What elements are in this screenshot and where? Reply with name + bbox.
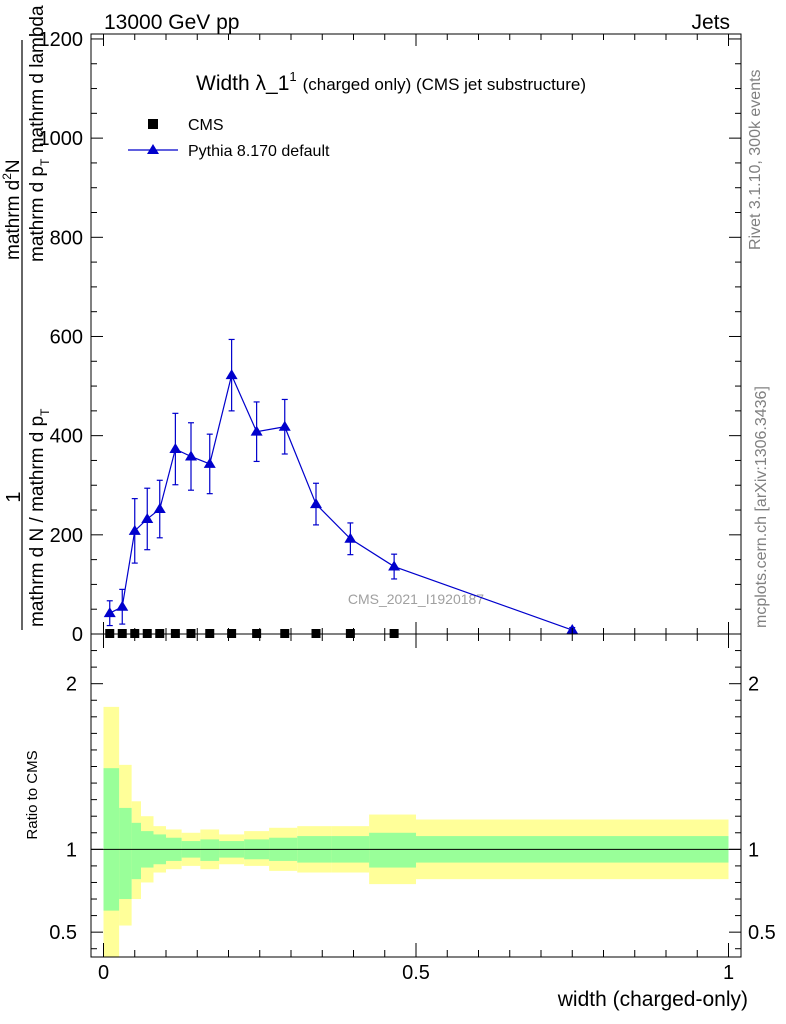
chart-subtitle: (charged only) (CMS jet substructure) <box>303 75 586 94</box>
pythia-line <box>109 373 573 631</box>
ylabel-denominator: mathrm d pT mathrm d lambda <box>27 5 52 262</box>
pythia-data-point <box>141 512 154 523</box>
legend-cms-label: CMS <box>188 117 224 134</box>
pythia-data-point <box>344 532 357 543</box>
ylabel-prefix: 1 <box>3 491 25 502</box>
pythia-data-point <box>203 457 216 468</box>
ratio-ytick-label: 0.5 <box>49 922 77 944</box>
ratio-frame <box>90 633 742 958</box>
ratio-inner-band <box>119 807 132 900</box>
pythia-data-point <box>153 503 166 514</box>
main-ytick-label: 600 <box>50 326 83 348</box>
rivet-label: Rivet 3.1.10, 300k events <box>747 69 764 250</box>
chart-title: Width λ_11 (charged only) (CMS jet substr… <box>196 69 586 95</box>
chart-title-main: Width λ_1 <box>196 72 289 95</box>
ylabel-norm-a: mathrm d N / mathrm d p <box>27 416 48 627</box>
x-axis-label: width (charged-only) <box>557 988 748 1011</box>
ylabel-denominator-sub: T <box>38 158 52 166</box>
pythia-data-point <box>185 450 197 461</box>
legend-pythia-marker <box>147 144 159 154</box>
ratio-inner-band <box>103 768 120 911</box>
main-panel: CMS_2021_I1920187 020040060080010001200 … <box>0 5 742 646</box>
main-ytick-label: 1000 <box>39 128 84 150</box>
legend: CMS Pythia 8.170 default <box>128 117 330 160</box>
main-ytick-label: 800 <box>50 227 83 249</box>
process-label: Jets <box>691 11 730 34</box>
watermark-label: CMS_2021_I1920187 <box>348 591 484 607</box>
pythia-data-point <box>250 425 263 436</box>
x-tick-label: 0 <box>98 962 109 984</box>
main-ytick-label: 200 <box>50 525 83 547</box>
ylabel-numerator-a: mathrm d <box>3 180 24 260</box>
pythia-data-point <box>169 443 182 454</box>
ratio-ytick-label-right: 0.5 <box>748 922 776 944</box>
pythia-data-point <box>128 524 141 535</box>
pythia-data-point <box>310 498 322 509</box>
ratio-inner-band <box>131 822 141 880</box>
legend-cms-marker <box>148 119 158 129</box>
ratio-ytick-label: 2 <box>66 674 77 696</box>
mcplots-label: mcplots.cern.ch [arXiv:1306.3436] <box>753 386 770 628</box>
legend-pythia-label: Pythia 8.170 default <box>188 143 330 160</box>
ylabel-denominator-b: mathrm d lambda <box>27 5 48 159</box>
ratio-inner-band <box>200 839 220 861</box>
main-ylabel: 1 mathrm d2N mathrm d pT mathrm d lambda… <box>0 5 52 630</box>
ylabel-numerator-sup: 2 <box>0 173 14 180</box>
pythia-data-point <box>103 607 116 618</box>
ratio-ytick-label-right: 2 <box>748 674 759 696</box>
ratio-ytick-label: 1 <box>66 839 77 861</box>
pythia-data-point <box>225 369 238 380</box>
main-ytick-label: 400 <box>50 426 83 448</box>
ylabel-norm-sub: T <box>38 408 52 416</box>
x-tick-label: 1 <box>723 962 734 984</box>
ratio-panel: 0.5 0.5 1 1 2 2 0 0.5 1 Ratio to CMS width (cha… <box>24 633 776 1011</box>
ylabel-numerator: mathrm d2N <box>0 159 24 260</box>
pythia-data-point <box>278 420 291 431</box>
energy-label: 13000 GeV pp <box>104 11 239 34</box>
pythia-data-point <box>116 600 129 611</box>
ratio-ylabel: Ratio to CMS <box>24 750 41 839</box>
ylabel-numerator-b: N <box>3 159 24 173</box>
main-ytick-label: 0 <box>72 624 83 646</box>
ylabel-norm: mathrm d N / mathrm d pT <box>27 408 52 627</box>
chart-title-sup: 1 <box>289 69 296 84</box>
ylabel-denominator-a: mathrm d p <box>27 166 48 262</box>
x-tick-label: 0.5 <box>402 962 430 984</box>
ratio-ytick-label-right: 1 <box>748 839 759 861</box>
ratio-inner-band <box>369 832 416 868</box>
pythia-data-point <box>388 560 401 571</box>
main-ytick-label: 1200 <box>39 29 84 51</box>
